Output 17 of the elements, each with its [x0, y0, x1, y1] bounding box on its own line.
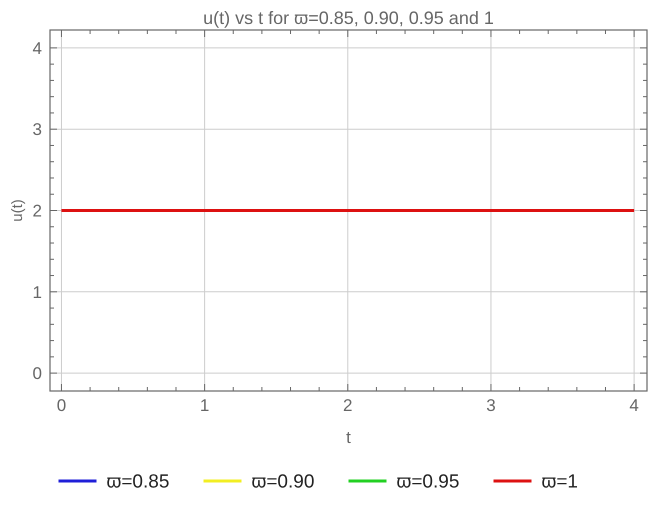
y-tick-label: 2 [32, 201, 42, 220]
legend-label: ϖ=0.85 [106, 472, 170, 493]
y-tick-label: 3 [32, 120, 42, 140]
x-tick-label: 0 [56, 396, 66, 415]
legend-label: ϖ=1 [542, 472, 578, 493]
x-tick-label: 2 [343, 396, 353, 415]
y-axis-title: u(t) [9, 199, 26, 222]
legend-label: ϖ=0.90 [252, 472, 314, 493]
chart-title: u(t) vs t for ϖ=0.85, 0.90, 0.95 and 1 [203, 8, 494, 28]
x-tick-label: 1 [200, 396, 210, 415]
y-tick-label: 1 [32, 282, 42, 302]
x-tick-label: 3 [486, 396, 496, 415]
legend-label: ϖ=0.95 [396, 472, 460, 493]
y-tick-label: 0 [32, 364, 42, 384]
x-axis-title: t [346, 428, 352, 447]
x-tick-label: 4 [629, 396, 639, 415]
y-tick-label: 4 [32, 38, 42, 58]
